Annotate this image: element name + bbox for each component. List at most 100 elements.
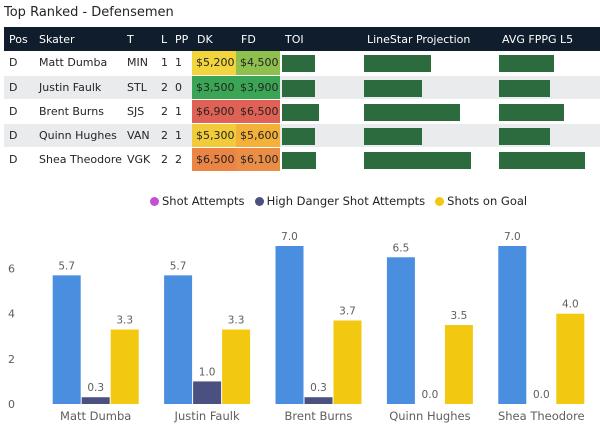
cell-toi-bar: [280, 99, 362, 124]
col-header-fd[interactable]: FD: [236, 27, 280, 51]
projection-bar: [364, 79, 422, 97]
table-header-row: Pos Skater T L PP DK FD TOI LineStar Pro…: [4, 27, 600, 51]
col-header-projection[interactable]: LineStar Projection: [362, 27, 497, 51]
cell-dk: $3,500: [192, 75, 236, 100]
cell-pp: 1: [170, 51, 192, 76]
data-label: 3.3: [228, 315, 245, 327]
cell-skater: Matt Dumba: [34, 51, 122, 76]
table-row[interactable]: D Matt Dumba MIN 1 1 $5,200 $4,500: [4, 51, 600, 76]
table-row[interactable]: D Shea Theodore VGK 2 2 $6,500 $6,100: [4, 147, 600, 172]
legend-label-shots-on-goal: Shots on Goal: [447, 194, 528, 208]
data-label: 3.3: [116, 315, 133, 327]
bar-shot-attempts: [498, 246, 527, 404]
bar-shots-on-goal: [110, 329, 139, 404]
cell-toi-bar: [280, 75, 362, 100]
toi-bar: [282, 127, 315, 145]
data-label: 0.0: [533, 389, 550, 401]
legend-item-shot-attempts[interactable]: Shot Attempts: [150, 194, 245, 208]
table-row[interactable]: D Justin Faulk STL 2 0 $3,500 $3,900: [4, 75, 600, 100]
toi-bar: [282, 103, 319, 121]
col-header-dk[interactable]: DK: [192, 27, 236, 51]
cell-team: SJS: [122, 99, 156, 124]
x-tick-label: Brent Burns: [285, 409, 353, 423]
cell-fd: $6,100: [236, 147, 280, 172]
projection-bar: [364, 127, 422, 145]
bar-shots-on-goal: [333, 320, 362, 404]
cell-dk: $6,900: [192, 99, 236, 124]
table-row[interactable]: D Brent Burns SJS 2 1 $6,900 $6,500: [4, 99, 600, 124]
data-label: 0.3: [310, 382, 327, 394]
legend-item-shots-on-goal[interactable]: Shots on Goal: [435, 194, 527, 208]
y-tick-label: 6: [8, 263, 15, 276]
shots-bar-chart: 0 2 4 6 5.7 0.3 3.3 Matt Dumba 5.7 1.0 3.3 Justin F…: [8, 231, 585, 423]
col-header-skater[interactable]: Skater: [34, 27, 122, 51]
col-header-toi[interactable]: TOI: [280, 27, 362, 51]
legend-label-shot-attempts: Shot Attempts: [162, 194, 245, 208]
x-tick-label: Shea Theodore: [498, 409, 585, 423]
data-label: 7.0: [504, 231, 521, 243]
cell-team: VAN: [122, 123, 156, 148]
cell-toi-bar: [280, 51, 362, 76]
cell-projection-bar: [362, 51, 497, 76]
fppg-bar: [499, 151, 585, 169]
cell-line: 1: [156, 51, 170, 76]
data-label: 0.0: [422, 389, 439, 401]
chart-legend: Shot Attempts High Danger Shot Attempts …: [150, 194, 531, 208]
cell-line: 2: [156, 123, 170, 148]
bar-shot-attempts: [386, 257, 415, 404]
table-row[interactable]: D Quinn Hughes VAN 2 1 $5,300 $5,600: [4, 123, 600, 148]
x-tick-label: Quinn Hughes: [389, 409, 470, 423]
col-header-team[interactable]: T: [122, 27, 156, 51]
cell-projection-bar: [362, 123, 497, 148]
toi-bar: [282, 151, 316, 169]
bar-shot-attempts: [275, 246, 304, 404]
cell-fd: $3,900: [236, 75, 280, 100]
cell-fppg-bar: [497, 99, 600, 124]
legend-item-high-danger[interactable]: High Danger Shot Attempts: [254, 194, 426, 208]
cell-fd: $5,600: [236, 123, 280, 148]
x-tick-label: Matt Dumba: [60, 409, 131, 423]
y-tick-label: 4: [8, 308, 15, 321]
cell-dk: $6,500: [192, 147, 236, 172]
projection-bar: [364, 103, 460, 121]
cell-skater: Shea Theodore: [34, 147, 122, 172]
data-label: 5.7: [170, 260, 187, 272]
defensemen-table: Pos Skater T L PP DK FD TOI LineStar Pro…: [4, 27, 600, 172]
cell-line: 2: [156, 75, 170, 100]
cell-skater: Justin Faulk: [34, 75, 122, 100]
projection-bar: [364, 151, 471, 169]
cell-fppg-bar: [497, 123, 600, 148]
data-label: 6.5: [393, 242, 410, 254]
cell-fppg-bar: [497, 147, 600, 172]
cell-projection-bar: [362, 75, 497, 100]
legend-dot-high-danger: [254, 196, 264, 206]
cell-fppg-bar: [497, 75, 600, 100]
cell-projection-bar: [362, 147, 497, 172]
cell-toi-bar: [280, 147, 362, 172]
cell-team: STL: [122, 75, 156, 100]
col-header-fppg[interactable]: AVG FPPG L5: [497, 27, 600, 51]
cell-team: MIN: [122, 51, 156, 76]
bar-high-danger-shot-attempts: [81, 397, 110, 404]
cell-skater: Brent Burns: [34, 99, 122, 124]
col-header-pos[interactable]: Pos: [4, 27, 34, 51]
report-title: Top Ranked - Defensemen: [4, 5, 174, 20]
cell-skater: Quinn Hughes: [34, 123, 122, 148]
cell-pos: D: [4, 147, 34, 172]
cell-pp: 1: [170, 123, 192, 148]
legend-label-high-danger: High Danger Shot Attempts: [266, 194, 426, 208]
col-header-pp[interactable]: PP: [170, 27, 192, 51]
cell-dk: $5,300: [192, 123, 236, 148]
data-label: 7.0: [281, 231, 298, 243]
cell-fppg-bar: [497, 51, 600, 76]
cell-pp: 1: [170, 99, 192, 124]
fppg-bar: [499, 55, 554, 72]
y-tick-label: 2: [8, 353, 15, 366]
cell-fd: $4,500: [236, 51, 280, 76]
data-label: 1.0: [199, 366, 216, 378]
y-tick-label: 0: [8, 398, 15, 411]
toi-bar: [282, 79, 315, 97]
legend-dot-shots-on-goal: [435, 196, 445, 206]
col-header-line[interactable]: L: [156, 27, 170, 51]
data-label: 3.5: [451, 310, 468, 322]
